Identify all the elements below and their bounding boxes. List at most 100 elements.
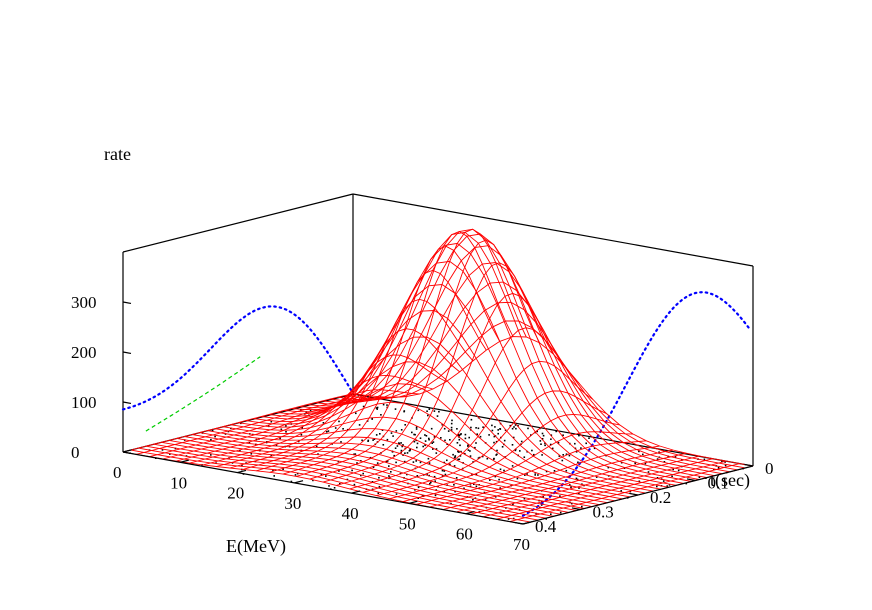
scatter-point	[443, 461, 446, 464]
scatter-point	[414, 433, 416, 436]
scatter-point	[317, 453, 319, 455]
scatter-point	[355, 412, 357, 415]
scatter-point	[458, 451, 460, 453]
scatter-point	[533, 453, 535, 456]
scatter-point	[382, 403, 385, 406]
scatter-point	[296, 472, 299, 475]
scatter-point	[470, 426, 472, 429]
scatter-point	[562, 434, 564, 436]
scatter-point	[403, 460, 406, 463]
scatter-point	[656, 458, 659, 460]
scatter-point	[395, 493, 398, 495]
scatter-point	[429, 482, 431, 485]
scatter-point	[381, 429, 384, 431]
scatter-point	[550, 513, 552, 515]
scatter-point	[428, 408, 431, 410]
scatter-point	[441, 423, 444, 426]
green-contour	[145, 356, 261, 432]
scatter-point	[450, 422, 453, 425]
scatter-point	[417, 409, 420, 412]
scatter-point	[570, 486, 572, 489]
scatter-point	[404, 452, 406, 454]
scatter-point	[322, 422, 325, 424]
scatter-point	[426, 473, 428, 475]
scatter-point	[372, 466, 375, 468]
y-tick-label: 0	[765, 459, 774, 478]
surface-line-E	[349, 327, 581, 490]
scatter-point	[575, 477, 578, 480]
scatter-point	[555, 430, 557, 433]
scatter-point	[270, 420, 273, 423]
scatter-point	[300, 409, 302, 411]
scatter-point	[495, 454, 497, 456]
z-tick	[122, 451, 132, 455]
scatter-point	[545, 518, 547, 520]
scatter-point	[382, 444, 385, 446]
scatter-point	[398, 442, 400, 444]
scatter-point	[536, 430, 538, 433]
scatter-point	[514, 449, 517, 452]
scatter-point	[300, 434, 303, 436]
scatter-point	[417, 486, 420, 489]
scatter-point	[569, 484, 571, 486]
scatter-point	[475, 427, 477, 429]
scatter-point	[309, 409, 312, 412]
scatter-point	[512, 517, 515, 520]
scatter-point	[400, 442, 402, 444]
scatter-point	[408, 450, 411, 452]
scatter-point	[444, 439, 446, 442]
scatter-point	[671, 475, 673, 478]
scatter-point	[620, 461, 623, 464]
scatter-point	[169, 453, 171, 455]
scatter-point	[677, 469, 680, 472]
scatter-point	[516, 477, 519, 480]
scatter-point	[527, 427, 529, 430]
scatter-point	[495, 440, 498, 443]
scatter-point	[464, 452, 466, 455]
surface-line-t	[276, 260, 677, 486]
x-tick	[351, 490, 361, 494]
surface-line-E	[296, 228, 527, 477]
scatter-point	[390, 432, 393, 434]
scatter-point	[472, 499, 474, 501]
scatter-point	[353, 483, 356, 486]
scatter-point	[438, 410, 440, 413]
scatter-point	[431, 442, 433, 444]
scatter-point	[424, 444, 426, 447]
scatter-point	[467, 445, 469, 447]
scatter-point	[663, 461, 666, 463]
scatter-point	[393, 454, 395, 457]
scatter-point	[294, 474, 297, 476]
scatter-point	[419, 437, 422, 439]
scatter-point	[457, 458, 459, 461]
scatter-point	[540, 504, 543, 506]
scatter-point	[519, 450, 521, 452]
surface-line-E	[469, 455, 700, 515]
scatter-point	[468, 436, 470, 439]
scatter-point	[386, 460, 389, 462]
scatter-point	[400, 449, 403, 452]
y-tick	[514, 521, 524, 525]
scatter-point	[511, 427, 514, 430]
scatter-point	[666, 485, 668, 487]
scatter-point	[493, 441, 495, 444]
scatter-point	[441, 475, 444, 477]
scatter-point	[526, 450, 528, 453]
scatter-point	[280, 428, 283, 431]
scatter-point	[362, 405, 365, 408]
scatter-point	[333, 487, 336, 489]
scatter-point	[433, 475, 436, 478]
scatter-point	[450, 426, 453, 429]
scatter-point	[544, 442, 546, 445]
scatter-point	[386, 438, 389, 441]
surface-line-E	[136, 394, 367, 455]
surface-line-E	[149, 396, 380, 458]
surface-line-E	[509, 463, 740, 523]
z-tick	[122, 301, 132, 305]
scatter-point	[432, 448, 434, 450]
scatter-point	[447, 430, 450, 432]
scatter-point	[559, 495, 561, 497]
scatter-point	[455, 477, 458, 479]
box-edge	[352, 193, 754, 267]
scatter-point	[415, 426, 418, 429]
